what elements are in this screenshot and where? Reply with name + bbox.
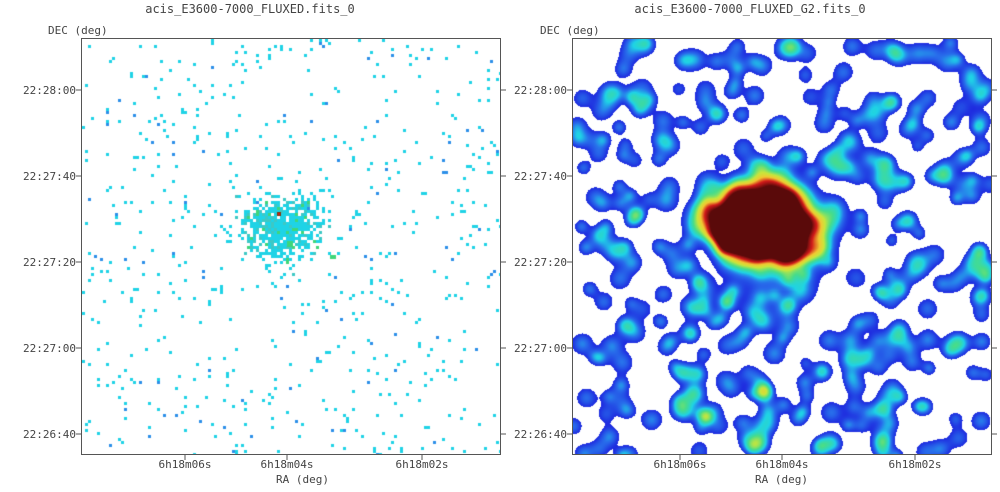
x-tick-label: 6h18m06s bbox=[653, 458, 707, 471]
fits-image-view[interactable] bbox=[572, 38, 992, 455]
fits-image-canvas[interactable] bbox=[82, 39, 500, 454]
x-tick-label: 6h18m02s bbox=[395, 458, 449, 471]
axis-ticks bbox=[76, 89, 506, 460]
x-tick-label: 6h18m02s bbox=[888, 458, 942, 471]
panel-title: acis_E3600-7000_FLUXED_G2.fits_0 bbox=[634, 2, 866, 16]
fits-image-canvas[interactable] bbox=[573, 39, 991, 454]
x-tick-label: 6h18m06s bbox=[158, 458, 212, 471]
panel-title: acis_E3600-7000_FLUXED.fits_0 bbox=[145, 2, 355, 16]
ra-axis-label: RA (deg) bbox=[755, 473, 808, 486]
image-panel-raw: acis_E3600-7000_FLUXED.fits_0 DEC (deg) … bbox=[23, 2, 506, 486]
image-panel-smoothed: acis_E3600-7000_FLUXED_G2.fits_0 DEC (de… bbox=[500, 0, 1000, 492]
y-tick-label: 22:26:40 bbox=[514, 428, 567, 441]
y-tick-label: 22:26:40 bbox=[23, 428, 76, 441]
y-tick-label: 22:28:00 bbox=[514, 84, 567, 97]
x-tick-label: 6h18m04s bbox=[755, 458, 809, 471]
dec-axis-label: DEC (deg) bbox=[48, 24, 108, 37]
y-tick-label: 22:28:00 bbox=[23, 84, 76, 97]
ra-axis-label: RA (deg) bbox=[276, 473, 329, 486]
y-tick-label: 22:27:00 bbox=[23, 342, 76, 355]
y-tick-label: 22:27:00 bbox=[514, 342, 567, 355]
y-tick-label: 22:27:20 bbox=[514, 256, 567, 269]
y-tick-label: 22:27:40 bbox=[23, 170, 76, 183]
x-tick-label: 6h18m04s bbox=[260, 458, 314, 471]
y-tick-label: 22:27:20 bbox=[23, 256, 76, 269]
axis-ticks bbox=[567, 89, 997, 460]
fits-image-view[interactable] bbox=[81, 38, 501, 455]
y-tick-label: 22:27:40 bbox=[514, 170, 567, 183]
dec-axis-label: DEC (deg) bbox=[540, 24, 600, 37]
